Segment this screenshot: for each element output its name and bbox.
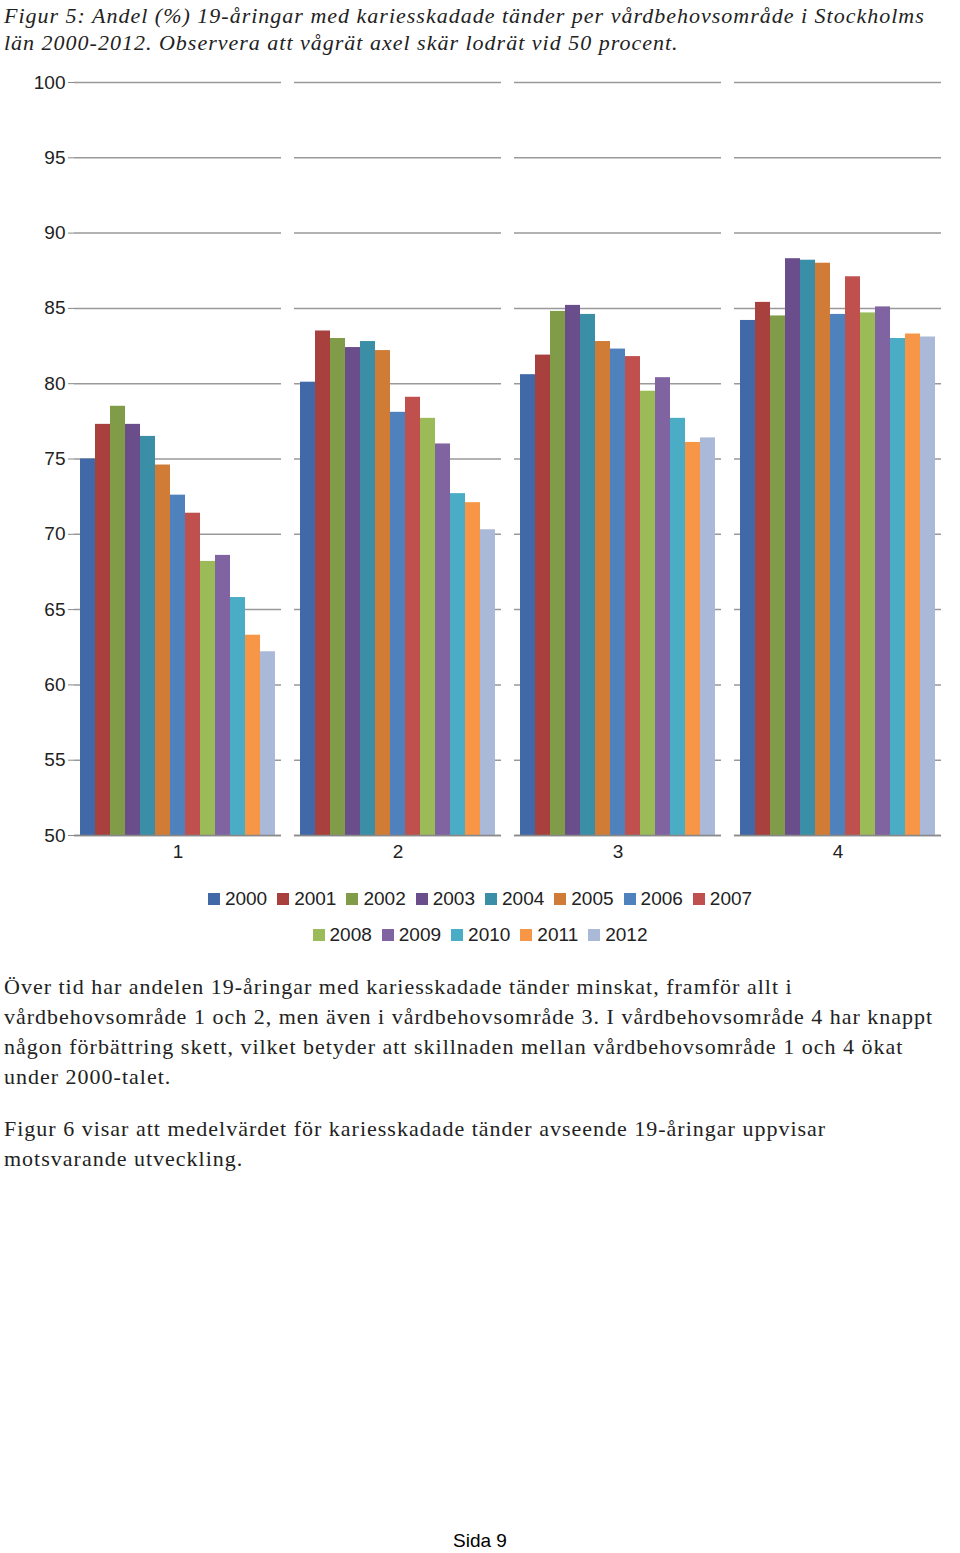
svg-text:2: 2 (393, 841, 404, 862)
html-text:2005: 2005 (571, 888, 614, 909)
html-text:2003: 2003 (432, 888, 475, 909)
html-text:Över tid har andelen 19-åringa: Över tid har andelen 19-åringar med kari… (4, 974, 934, 1089)
svg-text:90: 90 (44, 222, 65, 243)
svg-text:1: 1 (173, 841, 184, 862)
svg-text:100: 100 (34, 72, 66, 93)
svg-text:60: 60 (44, 674, 65, 695)
html-text:2001: 2001 (294, 888, 337, 909)
html-text:2002: 2002 (363, 888, 406, 909)
html-text:2012: 2012 (605, 924, 648, 945)
svg-text:65: 65 (44, 599, 65, 620)
html-text:2010: 2010 (468, 924, 511, 945)
svg-text:55: 55 (44, 749, 65, 770)
html-text:2007: 2007 (709, 888, 753, 909)
svg-text:70: 70 (44, 523, 65, 544)
html-text:Sida 9: Sida 9 (453, 1530, 507, 1551)
html-text:2011: 2011 (537, 924, 579, 945)
html-text:Figur 5: Andel (%) 19-åringar: Figur 5: Andel (%) 19-åringar med karies… (4, 3, 925, 55)
html-text:2000: 2000 (224, 888, 268, 909)
html-text:2008: 2008 (329, 924, 372, 945)
html-text:2004: 2004 (502, 888, 545, 909)
svg-text:50: 50 (44, 825, 65, 846)
svg-text:80: 80 (44, 373, 65, 394)
svg-text:3: 3 (613, 841, 624, 862)
svg-text:85: 85 (44, 297, 65, 318)
svg-text:4: 4 (833, 841, 844, 862)
html-text:Figur 6 visar att medelvärdet: Figur 6 visar att medelvärdet för karies… (4, 1116, 827, 1171)
html-text:2006: 2006 (640, 888, 683, 909)
svg-text:95: 95 (44, 147, 65, 168)
html-text:2009: 2009 (398, 924, 442, 945)
svg-text:75: 75 (44, 448, 65, 469)
